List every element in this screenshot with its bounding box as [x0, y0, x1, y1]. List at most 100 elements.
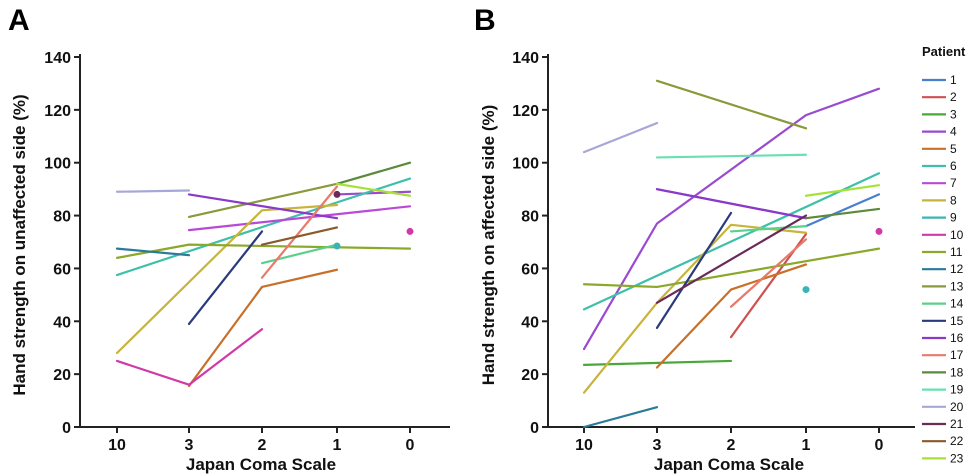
legend-label-1: 1 — [950, 73, 957, 87]
legend-label-2: 2 — [950, 90, 957, 104]
panel-a-x-tick-label: 10 — [108, 437, 126, 454]
panel-a-y-tick-label: 20 — [53, 367, 71, 384]
panel-a-isolated-point — [406, 227, 414, 235]
panel-a-series-16-line — [187, 193, 339, 220]
legend-label-9: 9 — [950, 211, 957, 225]
panel-a-y-tick-label: 40 — [53, 314, 71, 331]
panel-b-series-3-line — [582, 359, 733, 366]
panel-a-y-tick-label: 120 — [44, 103, 71, 120]
panel-b-x-tick-label: 10 — [575, 437, 593, 454]
panel-b-series-19-line — [655, 153, 808, 159]
legend-label-8: 8 — [950, 193, 957, 207]
panel-b-isolated-point — [802, 286, 810, 294]
panel-b-series-14-line — [729, 225, 808, 233]
panel-b-series-4-line — [582, 87, 881, 351]
legend-label-21: 21 — [950, 417, 964, 431]
panel-a-label: A — [8, 4, 30, 37]
legend-label-20: 20 — [950, 400, 964, 414]
legend-label-15: 15 — [950, 314, 964, 328]
panel-a-y-tick-label: 60 — [53, 261, 71, 278]
panel-b-series-23-line — [804, 184, 881, 197]
panel-a-series-6-line — [115, 177, 412, 277]
legend-label-23: 23 — [950, 451, 964, 465]
panel-a-series-4-line — [335, 190, 412, 196]
panel-a-isolated-point — [333, 190, 341, 198]
panel-b-series-5-line — [655, 263, 808, 369]
panel-a-y-tick-label: 100 — [44, 156, 71, 173]
panel-a-series-20-line — [115, 189, 191, 193]
panel-b-series-group — [582, 79, 883, 429]
panel-b-x-axis-title: Japan Coma Scale — [654, 455, 804, 474]
legend-label-6: 6 — [950, 159, 957, 173]
panel-b-x-tick-label: 1 — [802, 437, 811, 454]
legend-label-12: 12 — [950, 262, 964, 276]
legend-label-10: 10 — [950, 228, 964, 242]
panel-b-series-15-line — [655, 211, 733, 329]
panel-a-series-group — [115, 161, 414, 388]
panel-a-series-5-line — [187, 268, 339, 388]
panel-a-series-17-line — [260, 185, 339, 279]
panel-b-isolated-point — [875, 227, 883, 235]
panel-a: A Hand strength on unaffected side (%) J… — [8, 4, 450, 474]
panel-b-y-tick-label: 60 — [521, 261, 539, 278]
panel-a-x-tick-label: 0 — [406, 437, 415, 454]
panel-b-series-16-line — [655, 188, 808, 220]
panel-a-y-axis-title: Hand strength on unaffected side (%) — [10, 94, 29, 395]
panel-a-x-tick-label: 2 — [258, 437, 267, 454]
panel-b-label: B — [474, 4, 496, 37]
panel-b-y-axis-title: Hand strength on affected side (%) — [479, 105, 498, 386]
panel-a-x-tick-label: 1 — [333, 437, 342, 454]
panel-b-x-tick-label: 2 — [727, 437, 736, 454]
panel-b-series-13-line — [655, 79, 808, 130]
legend-label-19: 19 — [950, 383, 964, 397]
panel-a-series-8-line — [115, 203, 339, 355]
legend-label-18: 18 — [950, 365, 964, 379]
panel-a-series-15-line — [187, 230, 264, 326]
legend-title: Patient — [922, 44, 966, 59]
panel-a-series-13-line — [187, 182, 339, 218]
legend-label-14: 14 — [950, 297, 964, 311]
legend-label-5: 5 — [950, 142, 957, 156]
panel-b-series-20-line — [582, 121, 659, 154]
panel-a-y-tick-label: 0 — [62, 420, 71, 437]
panel-b-x-tick-label: 0 — [875, 437, 884, 454]
legend: Patient 12345678910111213141516171819202… — [922, 44, 966, 465]
panel-b-y-tick-label: 0 — [530, 420, 539, 437]
panel-b-y-tick-label: 140 — [512, 50, 539, 67]
panel-b-x-tick-label: 3 — [653, 437, 662, 454]
panel-b-series-8-line — [582, 223, 808, 394]
panel-a-series-11-line — [115, 243, 412, 259]
legend-label-11: 11 — [950, 245, 963, 259]
panel-b-series-11-line — [582, 247, 881, 289]
panel-a-series-10-line — [115, 328, 264, 386]
panel-a-series-12-line — [115, 247, 191, 257]
panel-b-series-21-line — [655, 214, 808, 304]
panel-b-series-17-line — [729, 238, 808, 308]
panel-a-y-tick-label: 80 — [53, 209, 71, 226]
legend-label-22: 22 — [950, 434, 964, 448]
legend-label-16: 16 — [950, 331, 964, 345]
panel-a-isolated-point — [333, 242, 341, 250]
legend-label-13: 13 — [950, 279, 964, 293]
panel-b-y-tick-label: 20 — [521, 367, 539, 384]
panel-b-y-tick-label: 40 — [521, 314, 539, 331]
panel-b-y-tick-label: 100 — [512, 156, 539, 173]
legend-label-3: 3 — [950, 107, 957, 121]
panel-a-series-18-line — [335, 161, 412, 185]
legend-label-17: 17 — [950, 348, 964, 362]
legend-label-7: 7 — [950, 176, 957, 190]
panel-b-series-12-line — [582, 406, 659, 429]
panel-b-y-tick-label: 80 — [521, 209, 539, 226]
panel-b-series-18-line — [804, 207, 881, 220]
panel-b-series-1-line — [804, 193, 881, 228]
panel-a-series-23-line — [335, 182, 412, 197]
panel-a-series-14-line — [260, 243, 339, 265]
legend-label-4: 4 — [950, 125, 957, 139]
panel-a-y-tick-label: 140 — [44, 50, 71, 67]
panel-b-y-tick-label: 120 — [512, 103, 539, 120]
panel-a-x-tick-label: 3 — [185, 437, 194, 454]
